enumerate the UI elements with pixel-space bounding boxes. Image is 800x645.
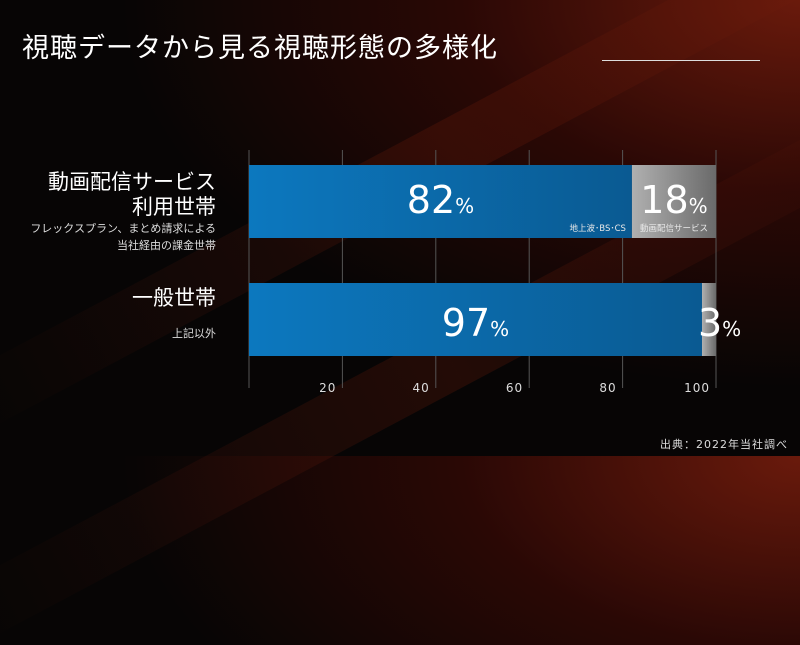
category-line: 一般世帯 — [132, 286, 216, 310]
bar-segment — [701, 283, 716, 356]
category-sublabel: 上記以外 — [172, 327, 216, 340]
category-label-general: 一般世帯 上記以外 — [132, 286, 216, 342]
category-label-streaming: 動画配信サービス 利用世帯 フレックスプラン、まとめ請求による 当社経由の課金世… — [30, 170, 216, 254]
bar-segment — [249, 165, 632, 238]
category-sublabel: 当社経由の課金世帯 — [117, 239, 216, 252]
segment-label: 動画配信サービス — [640, 223, 708, 234]
category-line: 動画配信サービス — [48, 170, 216, 194]
category-sublabel: フレックスプラン、まとめ請求による — [30, 222, 216, 235]
bar-segment — [631, 165, 716, 238]
x-tick-label: 20 — [319, 381, 336, 395]
x-tick-label: 80 — [599, 381, 616, 395]
data-label: 97% — [442, 301, 509, 345]
x-tick-label: 60 — [506, 381, 523, 395]
title-underline — [602, 60, 760, 61]
source-note: 出典：2022年当社調べ — [660, 438, 788, 451]
data-label: 18% — [640, 178, 707, 222]
bar-segment — [249, 283, 702, 356]
segment-label: 地上波･BS･CS — [570, 223, 626, 234]
data-label: 3% — [698, 301, 741, 345]
page-title: 視聴データから見る視聴形態の多様化 — [22, 33, 498, 64]
x-tick-label: 100 — [684, 381, 710, 395]
x-tick-label: 40 — [413, 381, 430, 395]
stacked-bar-chart: 20 40 60 80 100 82% 地上波･BS･CS 18%動画配信サービス 97% 3% — [248, 150, 741, 395]
category-line: 利用世帯 — [132, 195, 216, 219]
data-label: 82% — [407, 178, 474, 222]
